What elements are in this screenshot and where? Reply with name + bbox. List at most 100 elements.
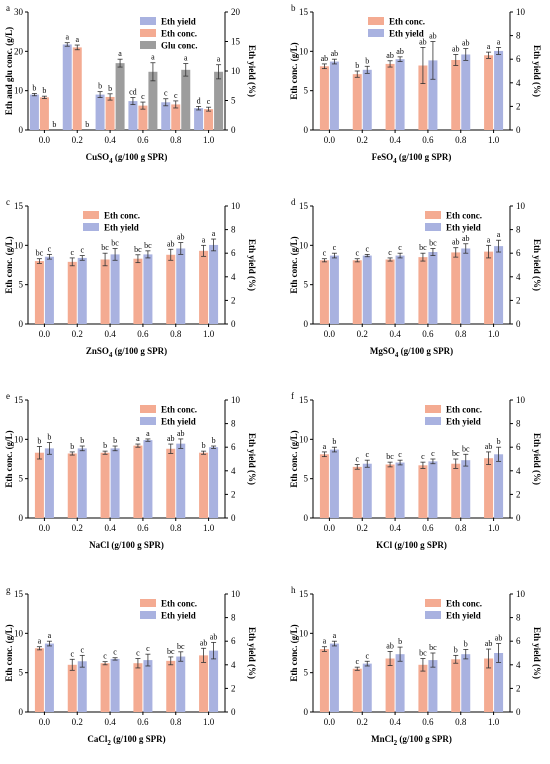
bar-conc [385, 658, 395, 712]
tick-label-x: 0.8 [170, 329, 182, 339]
tick-label-left: 10 [14, 434, 24, 444]
tick-label-right: 4 [231, 272, 236, 282]
tick-label-right: 4 [231, 466, 236, 476]
tick-label-left: 30 [14, 7, 24, 17]
significance-label: ab [452, 238, 460, 247]
significance-label: b [454, 645, 458, 654]
tick-label-right: 10 [231, 66, 241, 76]
bar-yield [329, 643, 339, 712]
bar-yield [143, 660, 153, 712]
significance-label: ab [419, 37, 427, 46]
bar-conc [133, 663, 143, 712]
significance-label: c [80, 645, 84, 654]
significance-label: bc [144, 241, 152, 250]
significance-label: c [355, 249, 359, 258]
tick-label-left: 15 [299, 7, 309, 17]
panel-letter: c [6, 197, 10, 207]
bar-conc [199, 655, 209, 712]
tick-label-x: 0.4 [389, 135, 401, 145]
significance-label: bc [429, 238, 437, 247]
significance-label: b [70, 442, 74, 451]
bar-conc [67, 664, 77, 712]
tick-label-x: 1.0 [203, 523, 215, 533]
bar-yield [461, 460, 471, 518]
tick-label-right: 20 [231, 7, 241, 17]
x-axis-title: CaCl2 (g/100 g SPR) [87, 734, 165, 747]
significance-label: a [184, 54, 188, 63]
bar-yield [95, 94, 105, 130]
tick-label-x: 0.8 [170, 523, 182, 533]
significance-label: a [118, 49, 122, 58]
tick-label-x: 0.0 [39, 717, 51, 727]
tick-label-right: 2 [516, 295, 521, 305]
tick-label-right: 10 [516, 7, 526, 17]
significance-label: a [151, 53, 155, 62]
y-axis-title-right: Eth yield (%) [247, 239, 257, 291]
y-axis-title-right: Eth yield (%) [247, 627, 257, 679]
bar-conc [166, 660, 176, 712]
bar-conc [352, 74, 362, 130]
significance-label: ab [167, 434, 175, 443]
bar-conc [105, 96, 115, 130]
bar-yield [461, 54, 471, 131]
tick-label-right: 2 [516, 489, 521, 499]
legend-label: Eth yield [446, 611, 481, 621]
bar-yield [395, 654, 405, 712]
legend-swatch-yield [425, 417, 441, 425]
tick-label-right: 2 [516, 101, 521, 111]
y-axis-title-left: Eth conc. (g/L) [4, 624, 14, 681]
tick-label-left: 10 [299, 46, 309, 56]
tick-label-x: 0.2 [357, 135, 368, 145]
bar-yield [176, 656, 186, 712]
tick-label-x: 0.0 [39, 135, 51, 145]
bar-yield [110, 254, 120, 324]
tick-label-x: 1.0 [488, 135, 500, 145]
bar-conc [199, 250, 209, 324]
tick-label-right: 0 [516, 319, 521, 329]
panel-letter: g [6, 585, 11, 595]
tick-label-x: 0.0 [324, 717, 336, 727]
significance-label: c [141, 92, 145, 101]
significance-label: c [421, 452, 425, 461]
bar-yield [194, 108, 204, 130]
tick-label-right: 6 [516, 636, 521, 646]
bar-yield [362, 663, 372, 712]
significance-label: b [37, 436, 41, 445]
panel-letter: d [291, 197, 296, 207]
tick-label-x: 0.6 [137, 717, 149, 727]
tick-label-left: 5 [19, 474, 24, 484]
tick-label-left: 0 [304, 125, 309, 135]
tick-label-x: 0.6 [137, 523, 149, 533]
tick-label-left: 10 [299, 628, 309, 638]
tick-label-right: 2 [231, 295, 236, 305]
significance-label: c [174, 91, 178, 100]
tick-label-left: 0 [19, 319, 24, 329]
bar-yield [62, 44, 72, 131]
bar-yield [110, 448, 120, 518]
legend-swatch-conc [425, 405, 441, 413]
tick-label-right: 0 [516, 513, 521, 523]
y-axis-title-left: Eth conc. (g/L) [4, 236, 14, 293]
panel-letter: f [291, 391, 294, 401]
bar-conc [319, 649, 329, 712]
tick-label-x: 0.2 [72, 717, 83, 727]
significance-label: c [365, 651, 369, 660]
tick-label-right: 10 [516, 201, 526, 211]
x-axis-title: NaCl (g/100 g SPR) [89, 540, 164, 550]
tick-label-left: 15 [299, 395, 309, 405]
legend-swatch-yield [425, 223, 441, 231]
legend-swatch-yield [83, 223, 99, 231]
tick-label-x: 0.2 [72, 523, 83, 533]
significance-label: b [108, 84, 112, 93]
tick-label-right: 0 [231, 707, 236, 717]
legend-swatch-conc [83, 211, 99, 219]
tick-label-right: 6 [516, 442, 521, 452]
tick-label-x: 0.8 [455, 135, 467, 145]
tick-label-right: 15 [231, 37, 241, 47]
significance-label: c [398, 243, 402, 252]
significance-label: ab [177, 233, 185, 242]
tick-label-x: 0.8 [455, 329, 467, 339]
tick-label-left: 5 [19, 668, 24, 678]
significance-label: ab [386, 641, 394, 650]
legend-swatch-conc [140, 599, 156, 607]
